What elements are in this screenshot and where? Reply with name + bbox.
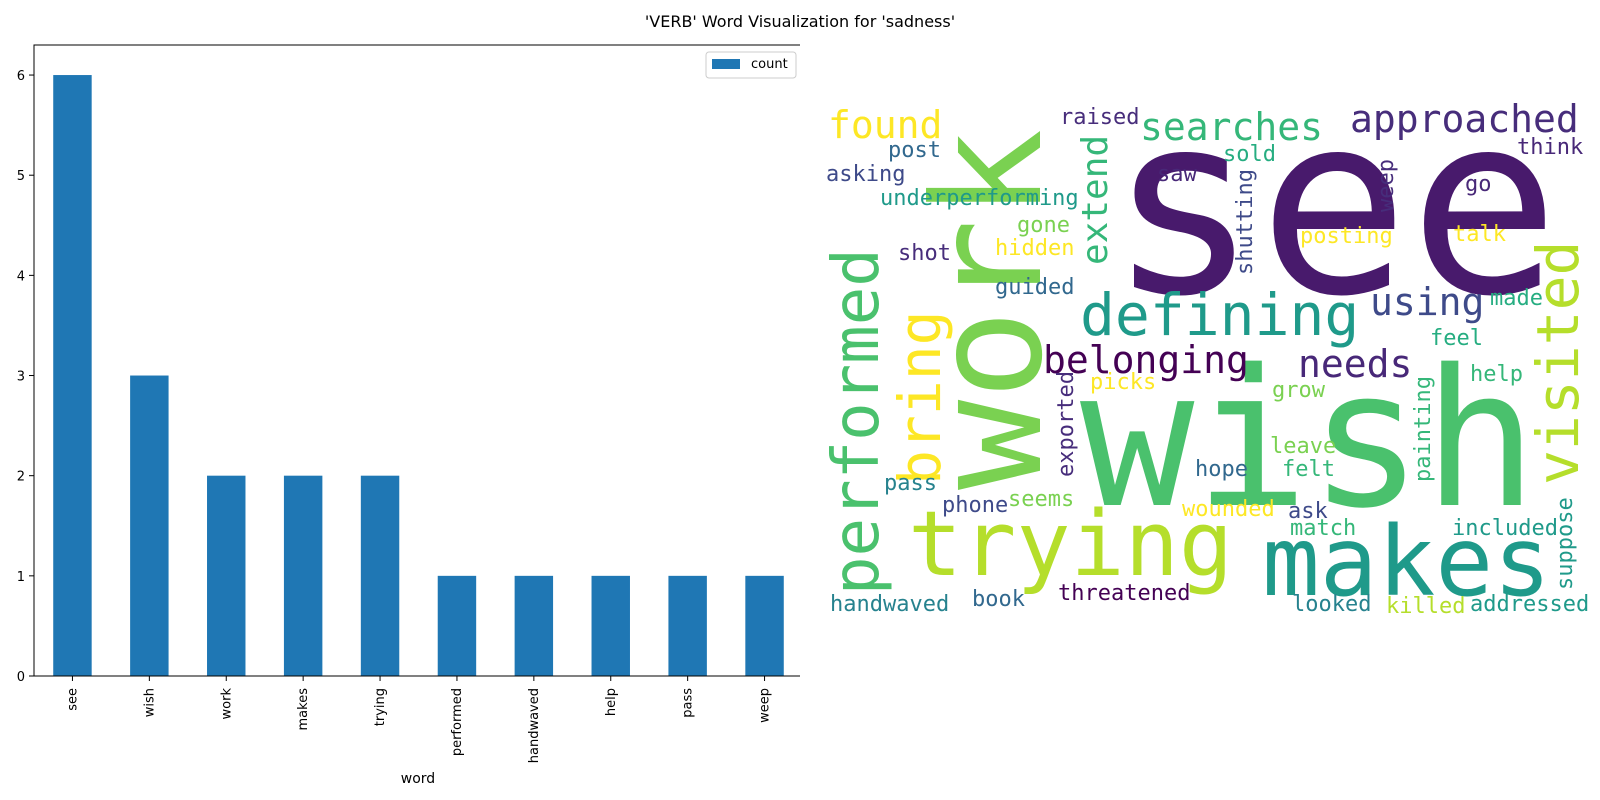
cloud-word-pass: pass xyxy=(884,471,937,496)
bar-handwaved xyxy=(514,575,554,676)
cloud-word-needs: needs xyxy=(1298,342,1412,386)
x-tick-label: pass xyxy=(681,688,696,718)
cloud-word-help: help xyxy=(1470,362,1523,387)
x-axis-label: word xyxy=(401,771,435,787)
cloud-word-see: see xyxy=(1108,60,1560,351)
cloud-word-painting: painting xyxy=(1411,376,1436,482)
cloud-words-group: see wish work makes trying defining perf… xyxy=(820,60,1592,619)
cloud-word-sold: sold xyxy=(1223,142,1276,167)
x-tick-label: wish xyxy=(142,688,157,717)
cloud-word-hidden: hidden xyxy=(995,236,1074,261)
cloud-word-threatened: threatened xyxy=(1058,581,1190,606)
legend: count xyxy=(705,51,797,79)
cloud-word-raised: raised xyxy=(1060,105,1139,130)
cloud-word-ask: ask xyxy=(1288,499,1328,524)
cloud-word-killed: killed xyxy=(1386,594,1465,619)
bar-makes xyxy=(283,475,323,676)
cloud-word-underperforming: underperforming xyxy=(880,186,1079,211)
cloud-word-approached: approached xyxy=(1350,97,1579,141)
cloud-word-go: go xyxy=(1465,172,1492,197)
cloud-word-guided: guided xyxy=(995,275,1074,300)
x-tick-label: handwaved xyxy=(527,688,542,763)
y-tick-label: 5 xyxy=(17,169,25,184)
cloud-word-think: think xyxy=(1517,135,1583,160)
cloud-word-defining: defining xyxy=(1080,281,1359,349)
bar-trying xyxy=(360,475,400,676)
y-tick-label: 0 xyxy=(17,670,25,685)
bars-group xyxy=(53,75,784,677)
bar-help xyxy=(591,575,630,676)
cloud-word-bring: bring xyxy=(886,310,954,485)
cloud-word-felt: felt xyxy=(1282,457,1335,482)
x-tick-label: makes xyxy=(296,688,311,731)
cloud-word-work: work xyxy=(902,129,1076,490)
y-tick-label: 3 xyxy=(17,370,25,385)
legend-box xyxy=(705,51,797,79)
legend-label: count xyxy=(751,57,788,72)
cloud-word-hope: hope xyxy=(1195,457,1248,482)
cloud-word-leave: leave xyxy=(1270,434,1336,459)
x-tick-label: trying xyxy=(373,688,388,726)
y-tick-label: 4 xyxy=(17,269,25,284)
bar-pass xyxy=(668,575,707,676)
cloud-word-looked: looked xyxy=(1292,592,1371,617)
cloud-word-talk: talk xyxy=(1453,222,1506,247)
x-tick-label: help xyxy=(604,688,619,716)
x-tick-label: see xyxy=(65,688,80,711)
cloud-word-included: included xyxy=(1452,516,1558,541)
y-tick-label: 2 xyxy=(17,470,25,485)
cloud-word-extend: extend xyxy=(1075,135,1116,265)
cloud-word-posting: posting xyxy=(1300,224,1393,249)
cloud-word-wish: wish xyxy=(1080,329,1538,550)
bar-see xyxy=(53,75,92,677)
x-tick-label: weep xyxy=(758,688,773,723)
plot-frame xyxy=(33,44,800,677)
x-tick-label: performed xyxy=(450,688,465,756)
cloud-word-weep: weep xyxy=(1374,159,1399,212)
y-tick-label: 6 xyxy=(17,69,25,84)
cloud-word-found: found xyxy=(828,103,942,147)
cloud-word-feel: feel xyxy=(1430,326,1483,351)
cloud-word-grow: grow xyxy=(1272,378,1326,403)
cloud-word-trying: trying xyxy=(908,492,1233,597)
bar-weep xyxy=(745,575,784,676)
cloud-word-addressed: addressed xyxy=(1470,592,1589,617)
cloud-word-wounded: wounded xyxy=(1182,497,1275,522)
cloud-word-seems: seems xyxy=(1008,487,1074,512)
x-axis-ticks: see wish work makes trying performed handwaved… xyxy=(65,676,773,763)
cloud-word-visited: visited xyxy=(1524,241,1592,485)
cloud-word-shutting: shutting xyxy=(1233,169,1258,275)
figure-title: 'VERB' Word Visualization for 'sadness' xyxy=(644,12,956,31)
cloud-word-performed: performed xyxy=(820,248,894,595)
bar-performed xyxy=(437,575,477,676)
cloud-word-using: using xyxy=(1370,280,1484,324)
cloud-word-makes: makes xyxy=(1262,506,1551,618)
cloud-word-shot: shot xyxy=(898,241,951,266)
cloud-word-handwaved: handwaved xyxy=(830,592,949,617)
cloud-word-asking: asking xyxy=(826,162,905,187)
bar-wish xyxy=(130,375,169,676)
cloud-word-match: match xyxy=(1290,516,1356,541)
cloud-word-phone: phone xyxy=(942,493,1008,518)
y-tick-label: 1 xyxy=(17,570,25,585)
cloud-word-post: post xyxy=(888,138,941,163)
cloud-word-picks: picks xyxy=(1090,370,1156,395)
cloud-word-book: book xyxy=(972,587,1025,612)
cloud-word-belonging: belonging xyxy=(1043,338,1249,382)
bar-work xyxy=(207,475,246,676)
bar-chart: 0 1 2 3 4 5 6 see wish work makes trying performed h… xyxy=(17,44,800,787)
y-axis-ticks: 0 1 2 3 4 5 6 xyxy=(17,69,34,685)
legend-swatch xyxy=(712,59,740,69)
x-tick-label: work xyxy=(219,688,234,720)
cloud-word-gone: gone xyxy=(1017,213,1070,238)
cloud-word-exported: exported xyxy=(1054,371,1079,477)
cloud-word-made: made xyxy=(1490,286,1543,311)
cloud-word-saw: saw xyxy=(1157,162,1197,187)
cloud-word-searches: searches xyxy=(1140,105,1323,149)
cloud-word-suppose: suppose xyxy=(1553,497,1578,590)
